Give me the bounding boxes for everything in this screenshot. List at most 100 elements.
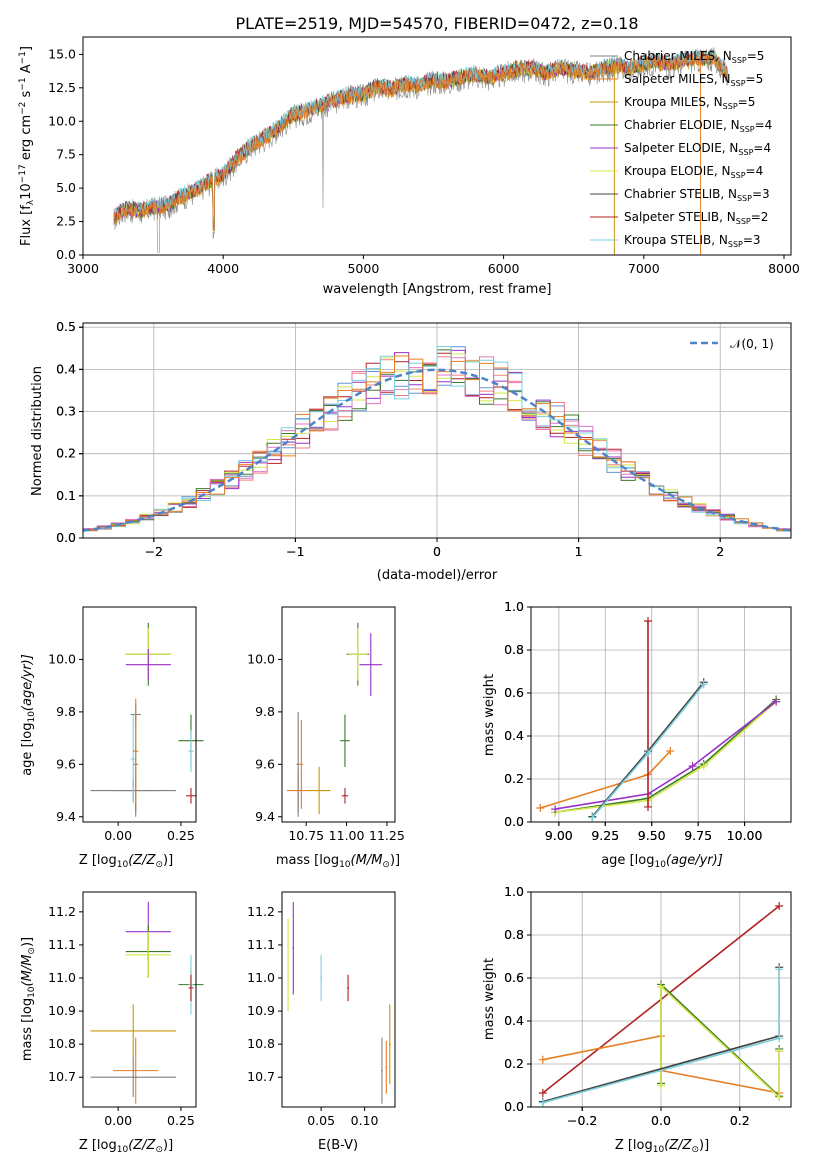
massweight-vs-age-point-marker bbox=[551, 805, 560, 814]
age-vs-Z-axes-frame bbox=[82, 606, 197, 823]
histogram-ylabel: Normed distribution bbox=[30, 366, 45, 496]
age-vs-Z-panel: 0.00 0.25 9.4 9.6 9.8 10.0 bbox=[48, 606, 204, 843]
massweight-vs-Z-point-marker bbox=[538, 1055, 547, 1064]
spectrum-xtick-label: 5000 bbox=[347, 261, 379, 276]
histogram-xtick-label: 0 bbox=[433, 544, 441, 559]
massweight-vs-age-xtick-label: 9.50 bbox=[638, 828, 666, 843]
massweight-vs-age-ytick-label: 0.0 bbox=[504, 814, 524, 829]
spectrum-axes-frame bbox=[82, 36, 792, 256]
mass-vs-EBV-ytick-label: 11.2 bbox=[247, 904, 275, 919]
massweight-vs-Z-ytick-label: 0.6 bbox=[504, 970, 524, 985]
massweight-vs-Z-point-marker bbox=[775, 1093, 784, 1102]
massweight-vs-Z-ytick-label: 0.2 bbox=[504, 1056, 524, 1071]
age-vs-mass-xlabel: mass [log10(M/M⊙)] bbox=[276, 853, 400, 870]
age-vs-Z-ytick-label: 10.0 bbox=[48, 651, 76, 666]
age-vs-mass-axes-frame bbox=[281, 606, 396, 823]
massweight-vs-age-point-marker bbox=[772, 697, 781, 706]
massweight-vs-age-ytick-label: 0.4 bbox=[504, 728, 524, 743]
mass-vs-Z-ytick-label: 11.0 bbox=[48, 970, 76, 985]
mass-vs-EBV-xtick-label: 0.05 bbox=[307, 1113, 335, 1128]
histogram-ytick-label: 0.5 bbox=[56, 319, 76, 334]
massweight-vs-age-series-line bbox=[554, 700, 777, 810]
massweight-vs-Z-ytick-label: 0.4 bbox=[504, 1013, 524, 1028]
age-vs-mass-ytick-label: 9.4 bbox=[255, 809, 275, 824]
mass-vs-Z-xtick-label: 0.00 bbox=[104, 1113, 132, 1128]
mass-vs-Z-panel: 0.00 0.25 10.7 10.8 10.9 11.0 11.1 11.2 bbox=[48, 891, 204, 1128]
normal-curve bbox=[82, 368, 792, 532]
massweight-vs-age-ytick-label: 1.0 bbox=[504, 599, 524, 614]
massweight-vs-Z-ylabel: mass weight bbox=[482, 958, 497, 1040]
massweight-vs-age-xtick-label: 9.75 bbox=[684, 828, 712, 843]
histogram-ytick-label: 0.1 bbox=[56, 488, 76, 503]
mass-vs-Z-ytick-label: 11.2 bbox=[48, 904, 76, 919]
massweight-vs-Z-point-marker bbox=[657, 982, 665, 991]
normal-legend-label: 𝒩(0, 1) bbox=[730, 337, 774, 351]
massweight-vs-age-panel: 9.00 9.25 9.50 9.75 10.000.00.20.40.60.81.09… bbox=[504, 599, 792, 843]
massweight-vs-age-ytick-label: 0.2 bbox=[504, 771, 524, 786]
massweight-vs-age-ytick-label: 0.8 bbox=[504, 642, 524, 657]
spectrum-xtick-label: 7000 bbox=[628, 261, 660, 276]
age-vs-mass-panel: 10.75 11.00 11.25 9.4 9.6 9.8 10.0 bbox=[247, 606, 405, 843]
massweight-vs-Z-ytick-label: 1.0 bbox=[504, 884, 524, 899]
histogram-xtick-label: 1 bbox=[575, 544, 583, 559]
massweight-vs-age-point-marker bbox=[644, 802, 652, 811]
histogram-xtick-label: −1 bbox=[286, 544, 304, 559]
histogram-xtick-label: 2 bbox=[716, 544, 724, 559]
age-vs-mass-xtick-label: 11.25 bbox=[369, 828, 405, 843]
massweight-vs-Z-ytick-label: 0.8 bbox=[504, 927, 524, 942]
massweight-vs-age-point-marker bbox=[588, 813, 597, 822]
massweight-vs-Z-point-marker bbox=[775, 901, 784, 910]
histogram-xlabel: (data-model)/error bbox=[377, 568, 498, 583]
spectrum-ytick-label: 2.5 bbox=[56, 214, 76, 229]
massweight-vs-age-ytick-label: 0.2 bbox=[504, 771, 524, 786]
massweight-vs-age-axes-frame bbox=[530, 606, 792, 823]
legend-label: Kroupa STELIB, NSSP=3 bbox=[624, 233, 761, 249]
massweight-vs-Z-xtick-label: 0.2 bbox=[730, 1113, 750, 1128]
histogram-xtick-label: −2 bbox=[145, 544, 163, 559]
mass-vs-EBV-xtick-label: 0.10 bbox=[351, 1113, 379, 1128]
mass-vs-Z-ytick-label: 10.9 bbox=[48, 1003, 76, 1018]
age-vs-Z-xtick-label: 0.00 bbox=[104, 828, 132, 843]
massweight-vs-Z-ytick-label: 0.4 bbox=[504, 1013, 524, 1028]
mass-vs-Z-axes-frame bbox=[82, 891, 197, 1108]
massweight-vs-Z-point-marker bbox=[775, 1034, 784, 1043]
massweight-vs-Z-ytick-label: 0.6 bbox=[504, 970, 524, 985]
legend-label: Salpeter MILES, NSSP=5 bbox=[624, 72, 763, 88]
massweight-vs-age-ytick-label: 0.6 bbox=[504, 685, 524, 700]
massweight-vs-age-xtick-label: 9.00 bbox=[545, 828, 573, 843]
histogram-xtick-label: 1 bbox=[575, 544, 583, 559]
histogram-ytick-label: 0.2 bbox=[56, 446, 76, 461]
massweight-vs-age-xtick-label: 10.00 bbox=[727, 828, 763, 843]
massweight-vs-age-xtick-label: 10.00 bbox=[727, 828, 763, 843]
massweight-vs-Z-xtick-label: 0.0 bbox=[651, 1113, 671, 1128]
spectrum-line bbox=[113, 52, 729, 253]
legend-label: Chabrier STELIB, NSSP=3 bbox=[624, 187, 770, 203]
histogram-steps bbox=[82, 346, 792, 538]
massweight-vs-age-xtick-label: 9.25 bbox=[591, 828, 619, 843]
age-vs-Z-ytick-label: 9.8 bbox=[56, 704, 76, 719]
massweight-vs-Z-point-marker bbox=[657, 1081, 665, 1090]
spectrum-xtick-label: 3000 bbox=[67, 261, 99, 276]
mass-vs-EBV-panel: 0.05 0.10 10.7 10.8 10.9 11.0 11.1 11.2 bbox=[247, 891, 396, 1128]
massweight-vs-Z-ytick-label: 0.8 bbox=[504, 927, 524, 942]
age-vs-Z-ytick-label: 9.6 bbox=[56, 756, 76, 771]
histogram-ytick-label: 0.4 bbox=[56, 361, 76, 376]
massweight-vs-Z-ytick-label: 0.2 bbox=[504, 1056, 524, 1071]
massweight-vs-Z-panel: −0.2 0.0 0.20.00.20.40.60.81.0−0.2 0.0 0.20.… bbox=[504, 884, 792, 1128]
mass-vs-EBV-ytick-label: 10.9 bbox=[247, 1003, 275, 1018]
spectrum-lines bbox=[113, 47, 729, 255]
massweight-vs-age-point-marker bbox=[688, 762, 697, 771]
legend-label: Salpeter STELIB, NSSP=2 bbox=[624, 210, 768, 226]
histogram-ytick-label: 0.0 bbox=[56, 530, 76, 545]
spectrum-panel: PLATE=2519, MJD=54570, FIBERID=0472, z=0… bbox=[18, 14, 800, 297]
massweight-vs-Z-ytick-label: 0.0 bbox=[504, 1099, 524, 1114]
histogram-ytick-label: 0.2 bbox=[56, 446, 76, 461]
legend-label: Kroupa MILES, NSSP=5 bbox=[624, 95, 755, 111]
mass-vs-Z-ylabel: mass [log10(M/M⊙)] bbox=[20, 937, 37, 1061]
legend-label: Kroupa ELODIE, NSSP=4 bbox=[624, 164, 763, 180]
massweight-vs-age-ylabel: mass weight bbox=[482, 674, 497, 756]
massweight-vs-Z-xtick-label: 0.2 bbox=[730, 1113, 750, 1128]
spectrum-xtick-label: 4000 bbox=[207, 261, 239, 276]
